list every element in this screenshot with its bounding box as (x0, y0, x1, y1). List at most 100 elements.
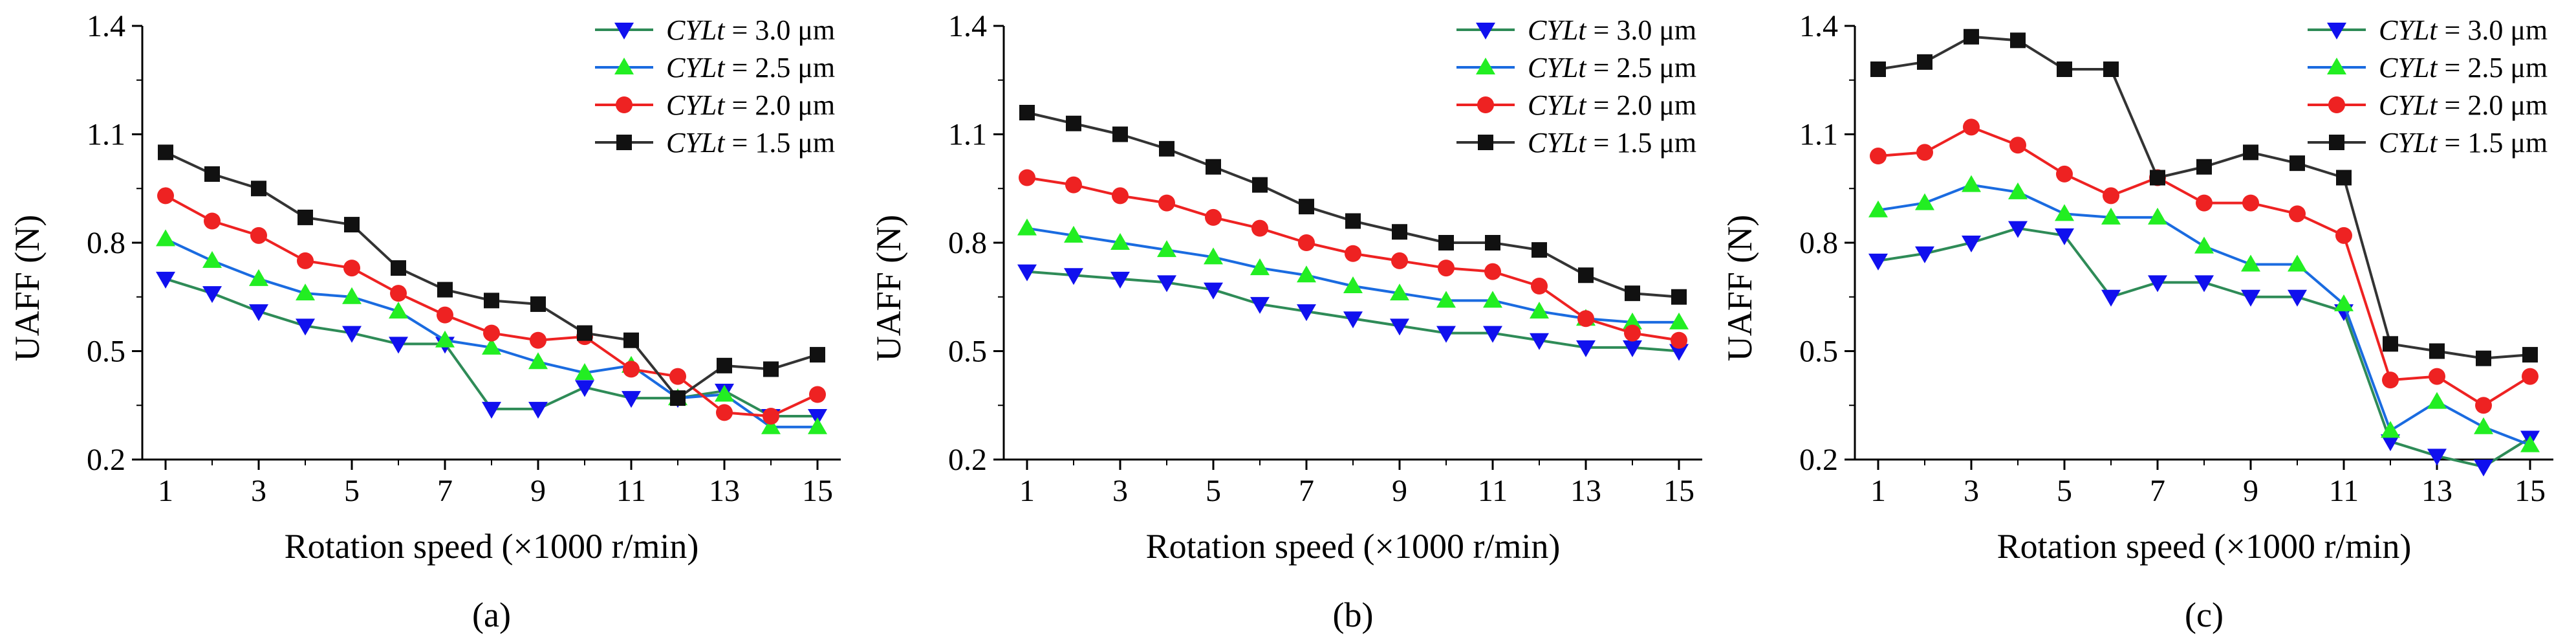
data-point (298, 209, 313, 225)
data-point (1252, 177, 1268, 193)
data-point (1250, 296, 1270, 314)
data-point (2288, 289, 2307, 307)
data-point (1530, 302, 1549, 319)
data-point (296, 283, 315, 301)
legend-entry-suffix: = 1.5 μm (2438, 127, 2548, 159)
legend-marker (1476, 58, 1495, 74)
data-point (1390, 318, 1409, 336)
data-point (530, 296, 546, 312)
x-axis-label: Rotation speed (×1000 r/min) (285, 527, 699, 566)
y-tick-label: 0.8 (948, 226, 987, 260)
legend-entry-suffix: = 2.5 μm (2438, 52, 2548, 83)
data-point (1483, 291, 1502, 308)
data-point (528, 401, 548, 419)
data-point (1345, 213, 1361, 229)
legend-entry: CYLt = 3.0 μm (2379, 14, 2548, 46)
data-point (1671, 289, 1687, 305)
legend-entry-prefix: CYLt (666, 52, 726, 83)
x-tick-label: 9 (2243, 474, 2258, 508)
data-point (1204, 247, 1223, 265)
data-point (1204, 282, 1223, 300)
data-point (2148, 275, 2167, 293)
legend-entry-suffix: = 3.0 μm (1586, 14, 1697, 46)
data-point (202, 250, 222, 268)
data-point (1017, 264, 1037, 282)
legend-marker (2328, 96, 2345, 113)
legend-marker (1478, 135, 1493, 150)
y-tick-label: 0.8 (1799, 226, 1838, 260)
legend-entry-suffix: = 1.5 μm (725, 127, 836, 159)
data-point (158, 144, 173, 161)
data-point (1484, 263, 1501, 280)
series-s20 (1019, 169, 1687, 349)
data-point (761, 417, 781, 434)
data-point (808, 417, 827, 434)
legend-entry: CYLt = 2.0 μm (1528, 89, 1696, 121)
data-point (1623, 340, 1642, 357)
data-point (1157, 240, 1176, 258)
data-point (2103, 187, 2119, 205)
data-point (251, 181, 266, 197)
data-point (1483, 326, 1502, 343)
data-point (390, 285, 407, 302)
legend-marker (614, 58, 634, 74)
legend-entry: CYLt = 1.5 μm (1528, 127, 1696, 159)
data-point (2289, 205, 2306, 223)
data-point (1870, 148, 1887, 164)
legend-marker (2329, 135, 2344, 150)
data-point (156, 229, 175, 247)
data-point (2101, 289, 2121, 307)
data-point (2055, 204, 2074, 221)
panel-label: (b) (1333, 595, 1374, 634)
data-point (342, 326, 362, 343)
data-point (202, 286, 222, 304)
data-point (577, 325, 592, 341)
x-tick-label: 5 (2057, 474, 2072, 508)
x-tick-label: 7 (1299, 474, 1314, 508)
data-point (1297, 265, 1316, 283)
data-point (1110, 233, 1130, 250)
data-point (715, 384, 734, 402)
data-point (716, 404, 733, 421)
data-point (1019, 105, 1035, 120)
legend-entry-suffix: = 3.0 μm (725, 14, 836, 46)
data-point (1251, 219, 1268, 237)
legend-entry-suffix: = 2.5 μm (725, 52, 836, 83)
legend-entry-prefix: CYLt (2379, 14, 2438, 46)
data-point (343, 260, 360, 277)
series-s30 (1017, 264, 1689, 361)
data-point (2522, 347, 2538, 363)
data-point (2008, 182, 2028, 199)
data-point (1915, 246, 1934, 263)
y-tick-label: 1.4 (948, 9, 987, 43)
data-point (530, 331, 547, 349)
data-point (2055, 228, 2074, 245)
data-point (2241, 289, 2260, 307)
data-point (2382, 372, 2399, 389)
x-tick-label: 7 (437, 474, 453, 508)
x-tick-label: 3 (1112, 474, 1128, 508)
data-point (1532, 242, 1547, 258)
legend-marker (616, 135, 632, 150)
legend-entry-suffix: = 1.5 μm (1586, 127, 1697, 159)
x-tick-label: 13 (2421, 474, 2452, 508)
data-point (157, 187, 174, 205)
legend-marker (1476, 23, 1495, 39)
data-point (1157, 275, 1176, 293)
data-point (2241, 254, 2260, 272)
x-tick-label: 15 (802, 474, 833, 508)
data-point (1298, 234, 1315, 251)
legend-entry-suffix: = 2.0 μm (725, 89, 836, 121)
data-point (2194, 236, 2214, 254)
x-tick-label: 5 (344, 474, 360, 508)
data-point (1390, 283, 1409, 301)
data-point (437, 282, 453, 298)
y-tick-label: 1.4 (1799, 9, 1838, 43)
data-point (2288, 254, 2307, 272)
data-point (575, 380, 594, 397)
data-point (2383, 336, 2398, 352)
data-point (622, 391, 641, 408)
data-point (1345, 245, 1361, 262)
data-point (575, 363, 594, 380)
